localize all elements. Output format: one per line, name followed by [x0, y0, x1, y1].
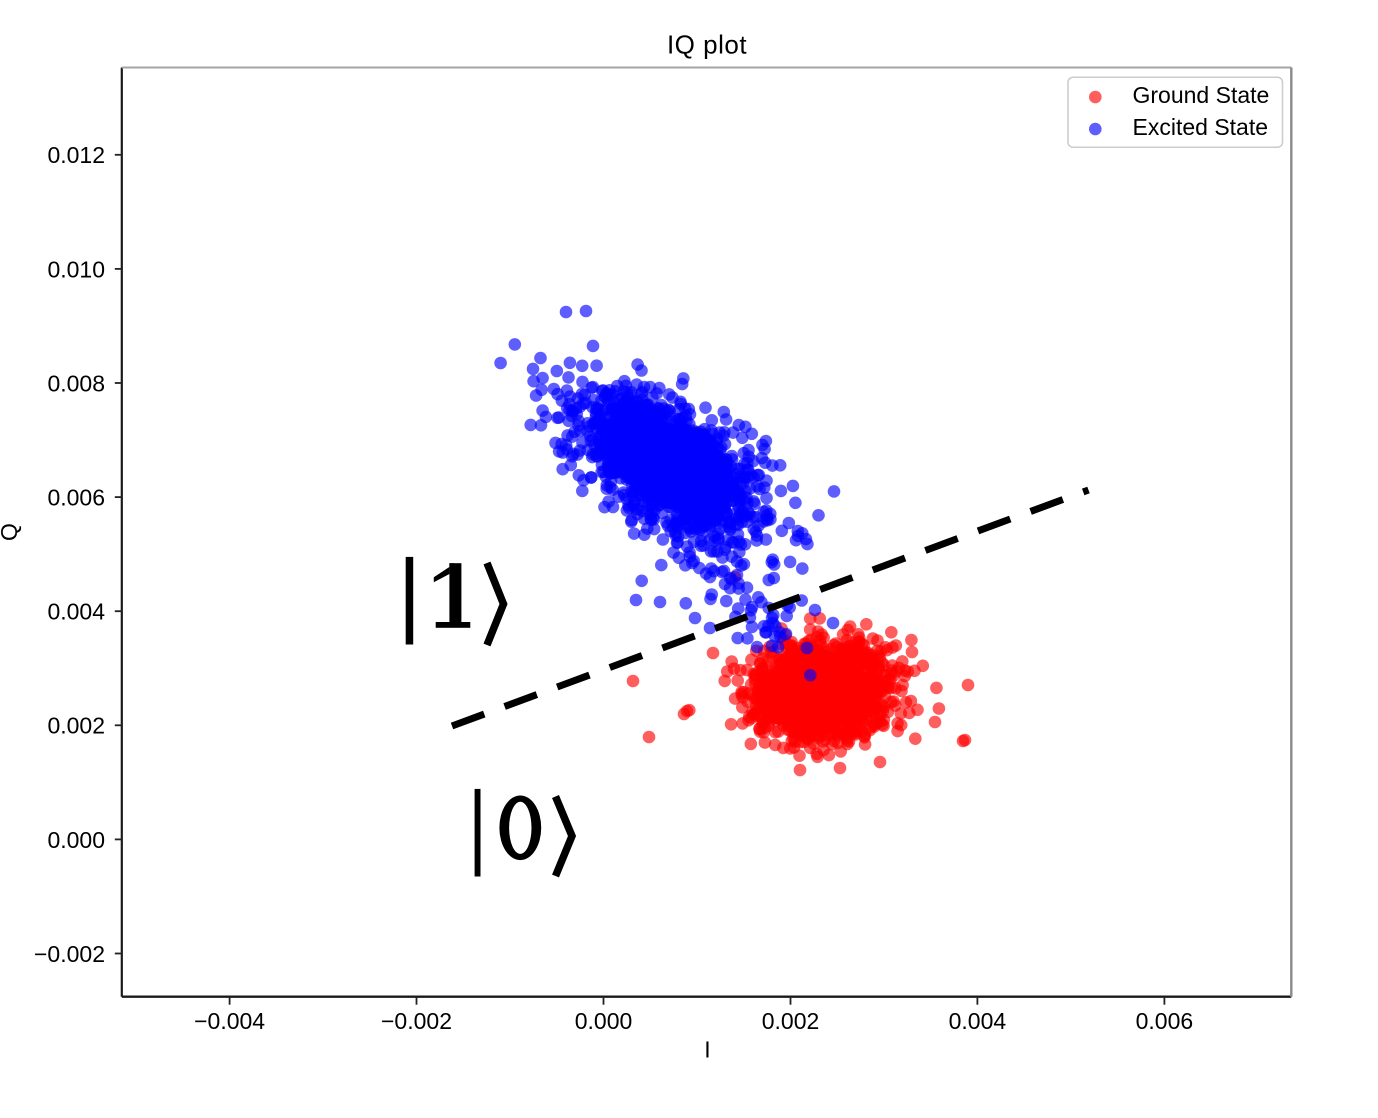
svg-text:Ground State: Ground State [1133, 82, 1270, 108]
svg-text:−0.002: −0.002 [34, 941, 105, 967]
svg-text:0.004: 0.004 [47, 599, 105, 625]
svg-text:0.000: 0.000 [575, 1008, 633, 1034]
svg-text:−0.002: −0.002 [381, 1008, 452, 1034]
svg-text:0.010: 0.010 [47, 256, 105, 282]
svg-text:0.006: 0.006 [47, 485, 105, 511]
svg-text:0.002: 0.002 [762, 1008, 820, 1034]
svg-text:IQ plot: IQ plot [667, 30, 747, 60]
svg-text:0.006: 0.006 [1136, 1008, 1194, 1034]
svg-text:0.000: 0.000 [47, 827, 105, 853]
svg-text:0.002: 0.002 [47, 713, 105, 739]
svg-text:−0.004: −0.004 [194, 1008, 265, 1034]
svg-text:Q: Q [0, 523, 22, 541]
svg-text:Excited State: Excited State [1133, 114, 1269, 140]
svg-text:0.004: 0.004 [949, 1008, 1007, 1034]
svg-text:0.012: 0.012 [47, 142, 105, 168]
svg-text:0.008: 0.008 [47, 370, 105, 396]
svg-text:I: I [704, 1037, 710, 1063]
